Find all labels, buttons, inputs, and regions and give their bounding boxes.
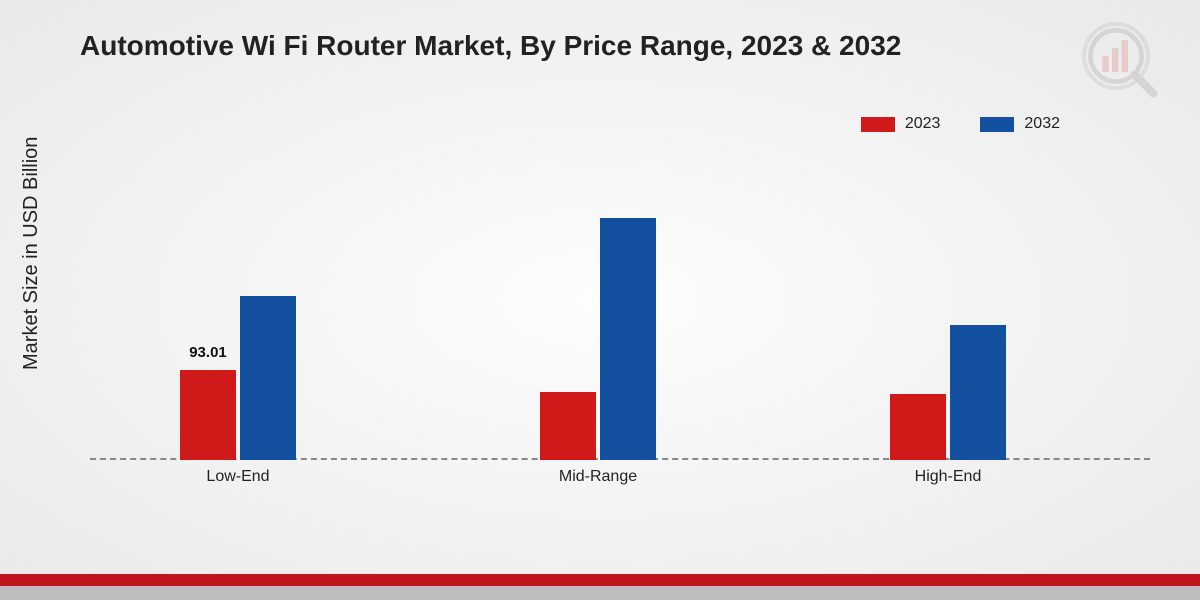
- legend: 2023 2032: [861, 115, 1060, 133]
- footer-stripe-grey: [0, 586, 1200, 600]
- category-label: Low-End: [206, 468, 269, 486]
- legend-item-2023: 2023: [861, 115, 941, 133]
- bar: 93.01: [180, 370, 236, 460]
- bar: [600, 218, 656, 460]
- legend-swatch-2032: [980, 117, 1014, 132]
- bar: [240, 296, 296, 460]
- brand-logo: [1080, 20, 1160, 100]
- legend-label-2023: 2023: [905, 115, 941, 133]
- bar: [950, 325, 1006, 460]
- legend-swatch-2023: [861, 117, 895, 132]
- category-label: Mid-Range: [559, 468, 637, 486]
- chart-title: Automotive Wi Fi Router Market, By Price…: [80, 30, 901, 62]
- bar-group: [540, 218, 656, 460]
- legend-label-2032: 2032: [1024, 115, 1060, 133]
- plot-area: 93.01 Low-End Mid-Range High-End: [90, 170, 1150, 490]
- y-axis-label: Market Size in USD Billion: [20, 137, 43, 370]
- bar-group: 93.01: [180, 296, 296, 460]
- footer-stripe-red: [0, 574, 1200, 586]
- bar-value-label: 93.01: [180, 344, 236, 361]
- bar-group: [890, 325, 1006, 460]
- category-label: High-End: [915, 468, 982, 486]
- legend-item-2032: 2032: [980, 115, 1060, 133]
- bar: [540, 392, 596, 460]
- bar: [890, 394, 946, 460]
